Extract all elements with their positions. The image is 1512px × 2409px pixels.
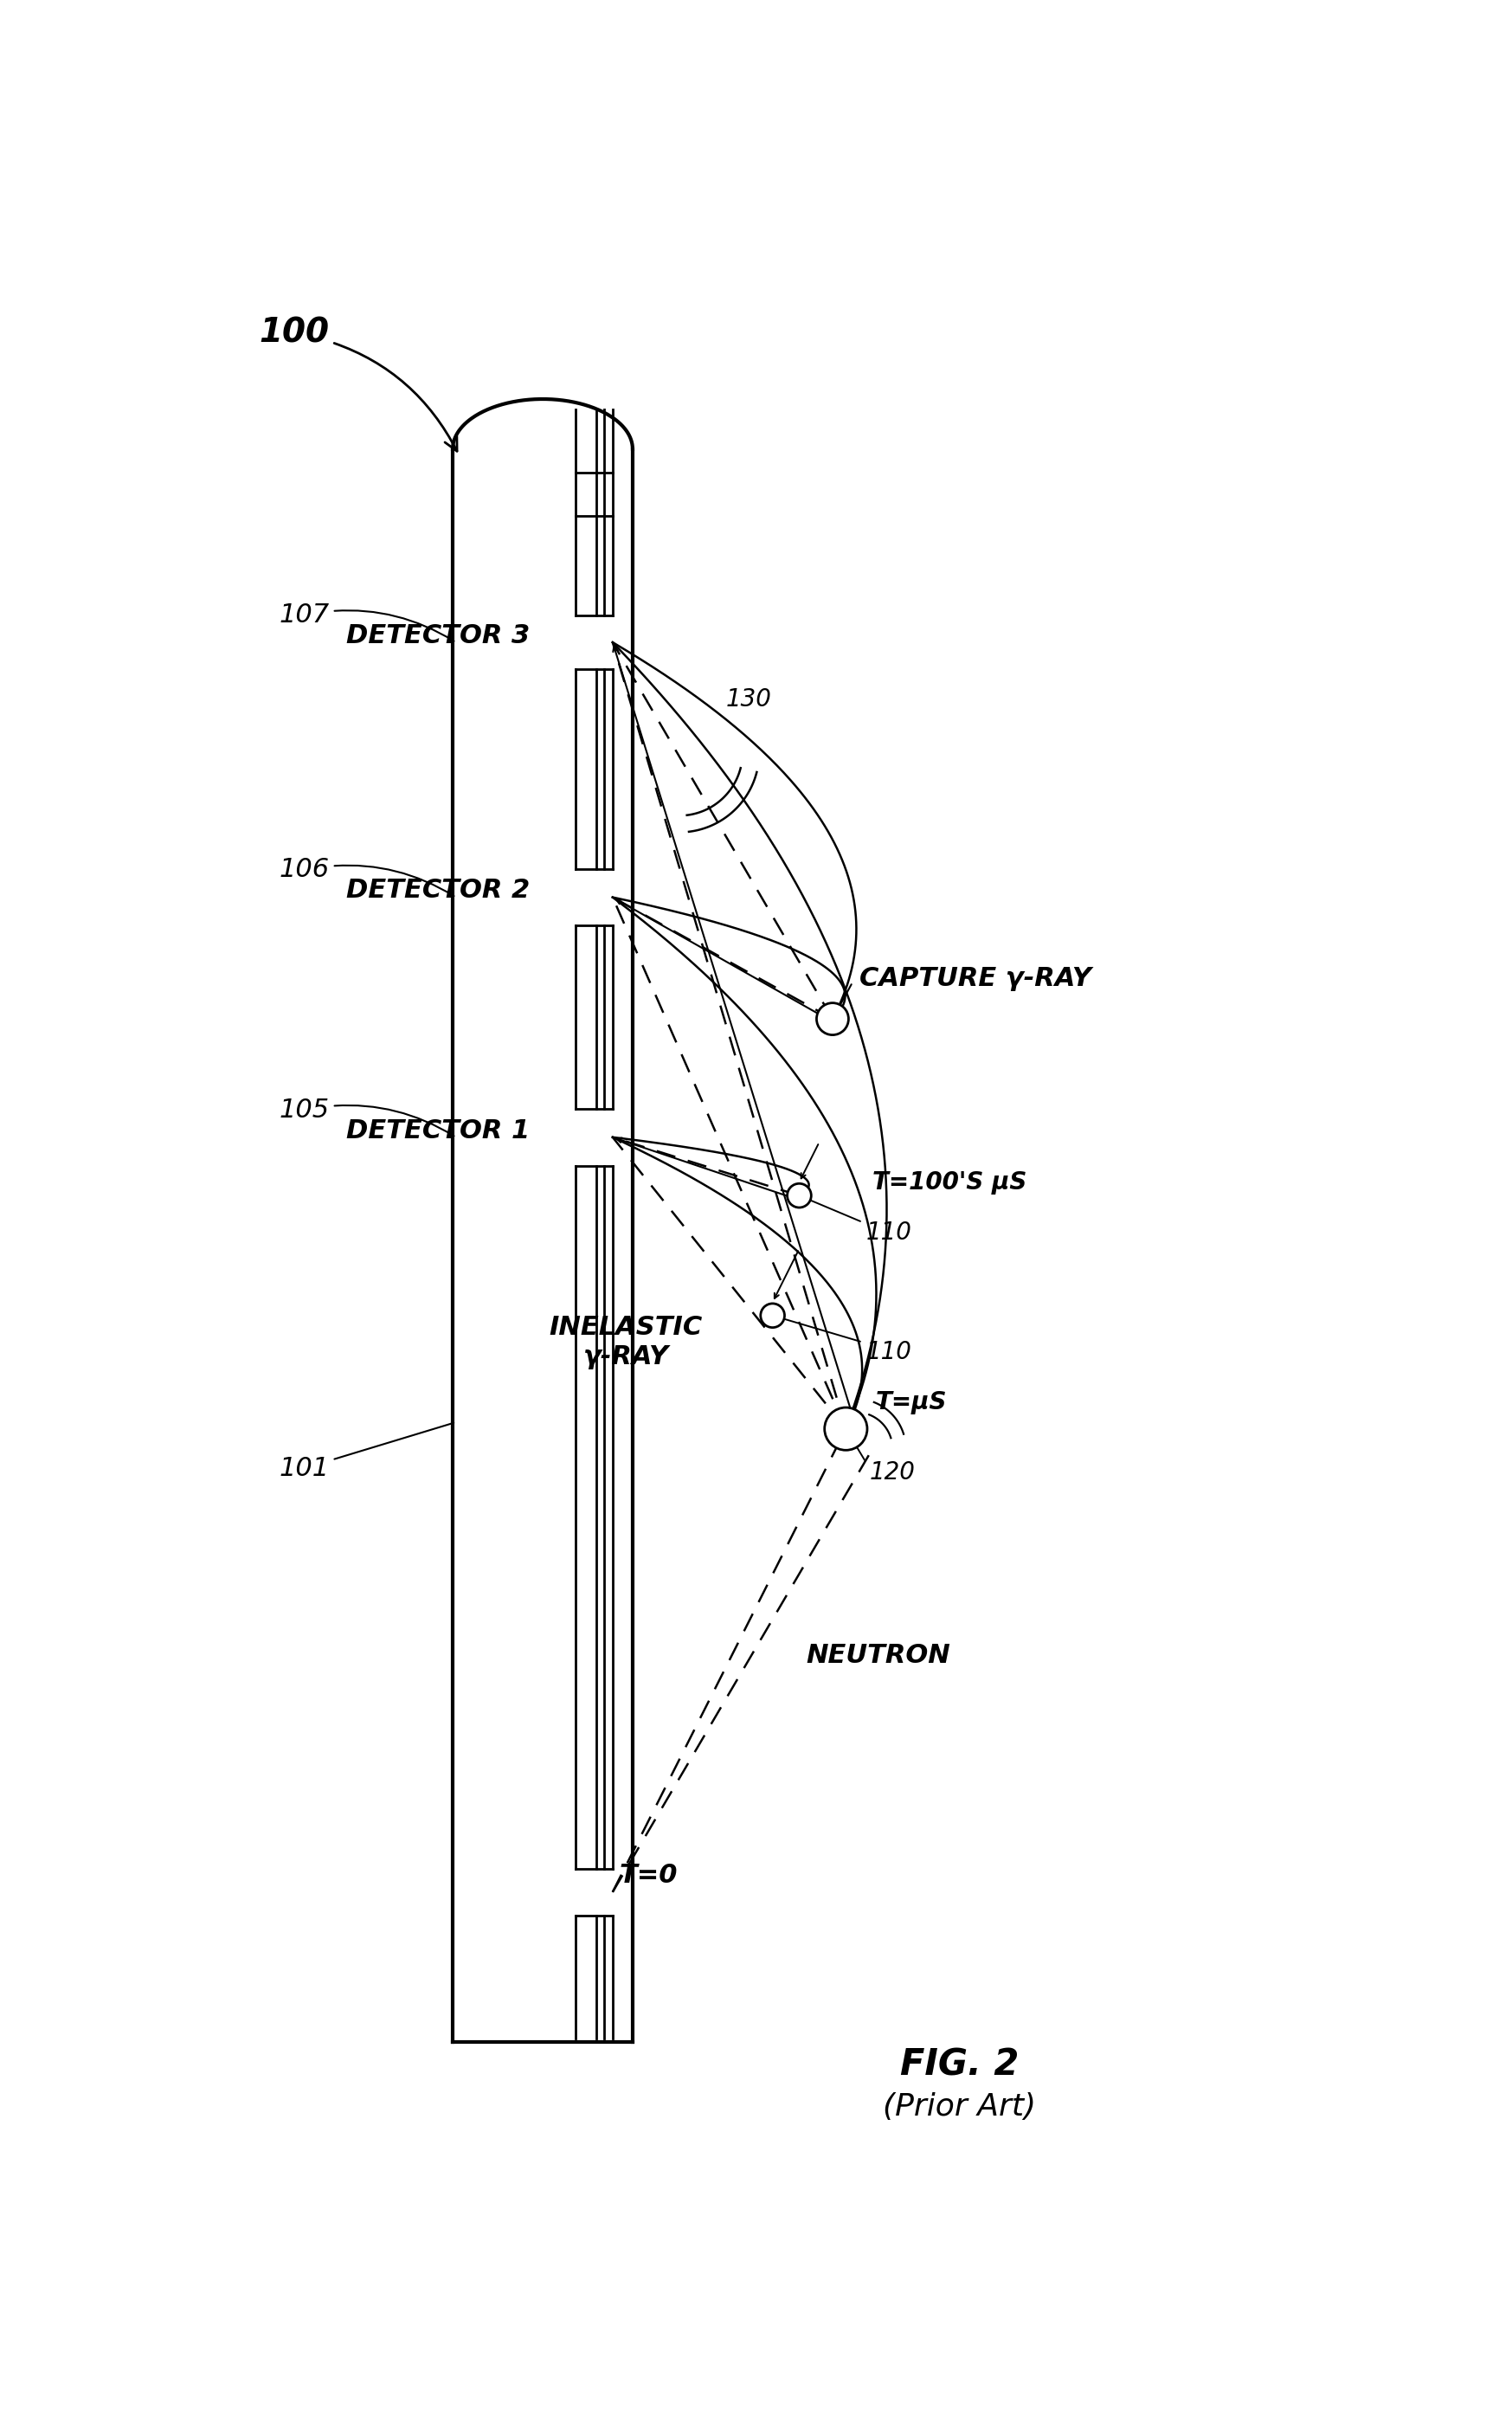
Text: CAPTURE γ-RAY: CAPTURE γ-RAY — [859, 966, 1092, 993]
Text: T=100'S μS: T=100'S μS — [872, 1171, 1027, 1195]
Text: (Prior Art): (Prior Art) — [883, 2091, 1036, 2122]
Text: 100: 100 — [260, 316, 457, 450]
Text: 107: 107 — [280, 602, 454, 641]
Text: 110: 110 — [866, 1219, 912, 1245]
Text: DETECTOR 3: DETECTOR 3 — [346, 624, 529, 648]
Circle shape — [761, 1303, 785, 1327]
Text: T=0: T=0 — [620, 1862, 677, 1889]
Circle shape — [824, 1407, 868, 1450]
Text: 120: 120 — [869, 1460, 915, 1484]
Circle shape — [816, 1002, 848, 1036]
Text: 105: 105 — [280, 1099, 454, 1137]
Text: 110: 110 — [866, 1339, 912, 1363]
Text: FIG. 2: FIG. 2 — [900, 2048, 1019, 2084]
Text: DETECTOR 2: DETECTOR 2 — [346, 877, 529, 903]
Text: 130: 130 — [726, 687, 771, 711]
Text: 101: 101 — [280, 1424, 454, 1482]
Text: 106: 106 — [280, 858, 454, 896]
Text: T=μS: T=μS — [875, 1390, 947, 1414]
Text: DETECTOR 1: DETECTOR 1 — [346, 1118, 529, 1144]
Circle shape — [788, 1183, 812, 1207]
Text: NEUTRON: NEUTRON — [806, 1643, 950, 1667]
Text: INELASTIC
γ-RAY: INELASTIC γ-RAY — [549, 1315, 703, 1368]
